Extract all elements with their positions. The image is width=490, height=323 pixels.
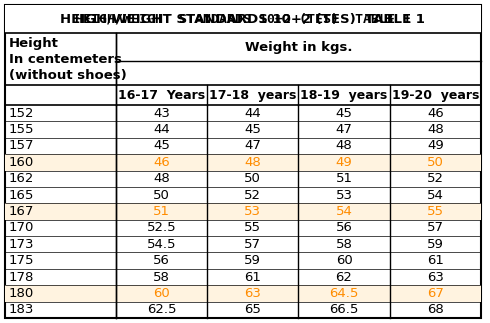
Text: 48: 48 bbox=[336, 140, 352, 152]
Bar bbox=[5, 154, 481, 171]
Text: 18-19  years: 18-19 years bbox=[300, 89, 388, 101]
Text: 49: 49 bbox=[427, 140, 443, 152]
Text: 178: 178 bbox=[9, 271, 34, 284]
Text: 51: 51 bbox=[336, 172, 352, 185]
Text: 170: 170 bbox=[9, 221, 34, 234]
Text: 165: 165 bbox=[9, 189, 34, 202]
Text: 61: 61 bbox=[245, 271, 261, 284]
Bar bbox=[5, 285, 481, 302]
Text: 59: 59 bbox=[427, 238, 444, 251]
Text: 152: 152 bbox=[9, 107, 34, 120]
Text: 46: 46 bbox=[427, 107, 443, 120]
Text: 56: 56 bbox=[153, 254, 170, 267]
Text: Height
In centemeters
(without shoes): Height In centemeters (without shoes) bbox=[9, 36, 127, 81]
Text: 56: 56 bbox=[336, 221, 352, 234]
Text: 183: 183 bbox=[9, 303, 34, 316]
Text: 45: 45 bbox=[153, 140, 170, 152]
Text: 55: 55 bbox=[427, 205, 444, 218]
Text: HEIGH/WEIGHT STANDARDS 10+2 (TES)  TABLE 1: HEIGH/WEIGHT STANDARDS 10+2 (TES) TABLE … bbox=[75, 13, 411, 26]
Text: 50: 50 bbox=[245, 172, 261, 185]
Text: 47: 47 bbox=[336, 123, 352, 136]
Text: 53: 53 bbox=[245, 205, 261, 218]
Text: 52.5: 52.5 bbox=[147, 221, 176, 234]
Text: 62.5: 62.5 bbox=[147, 303, 176, 316]
Text: 49: 49 bbox=[336, 156, 352, 169]
Text: 54.5: 54.5 bbox=[147, 238, 176, 251]
Text: 46: 46 bbox=[153, 156, 170, 169]
Text: 54: 54 bbox=[427, 189, 444, 202]
Text: 167: 167 bbox=[9, 205, 34, 218]
Text: 45: 45 bbox=[336, 107, 352, 120]
Text: 55: 55 bbox=[245, 221, 261, 234]
Text: 43: 43 bbox=[153, 107, 170, 120]
Text: 180: 180 bbox=[9, 287, 34, 300]
Text: 54: 54 bbox=[336, 205, 352, 218]
Text: 50: 50 bbox=[427, 156, 444, 169]
Text: 16-17  Years: 16-17 Years bbox=[118, 89, 205, 101]
Text: 157: 157 bbox=[9, 140, 34, 152]
Text: HEIGH/WEIGHT STANDARDS 10+2 (TES)  TABLE 1: HEIGH/WEIGHT STANDARDS 10+2 (TES) TABLE … bbox=[60, 13, 425, 26]
Text: 68: 68 bbox=[427, 303, 443, 316]
Text: 50: 50 bbox=[153, 189, 170, 202]
Bar bbox=[5, 203, 481, 220]
Text: 44: 44 bbox=[245, 107, 261, 120]
Text: 160: 160 bbox=[9, 156, 34, 169]
Text: 66.5: 66.5 bbox=[329, 303, 359, 316]
Text: 61: 61 bbox=[427, 254, 444, 267]
Text: 155: 155 bbox=[9, 123, 34, 136]
Text: 57: 57 bbox=[245, 238, 261, 251]
Text: 51: 51 bbox=[153, 205, 170, 218]
Text: 60: 60 bbox=[153, 287, 170, 300]
Text: 44: 44 bbox=[153, 123, 170, 136]
Text: 48: 48 bbox=[153, 172, 170, 185]
Text: 47: 47 bbox=[245, 140, 261, 152]
Text: 162: 162 bbox=[9, 172, 34, 185]
Text: 17-18  years: 17-18 years bbox=[209, 89, 296, 101]
Text: 175: 175 bbox=[9, 254, 34, 267]
Text: 19-20  years: 19-20 years bbox=[392, 89, 479, 101]
Text: 48: 48 bbox=[245, 156, 261, 169]
Text: 48: 48 bbox=[427, 123, 443, 136]
Text: 67: 67 bbox=[427, 287, 444, 300]
Text: 57: 57 bbox=[427, 221, 444, 234]
Bar bbox=[5, 5, 481, 33]
Text: 53: 53 bbox=[336, 189, 352, 202]
Text: 59: 59 bbox=[245, 254, 261, 267]
Text: 63: 63 bbox=[427, 271, 444, 284]
Text: 45: 45 bbox=[245, 123, 261, 136]
Text: 65: 65 bbox=[245, 303, 261, 316]
Text: 52: 52 bbox=[245, 189, 261, 202]
Text: 64.5: 64.5 bbox=[329, 287, 359, 300]
Text: 63: 63 bbox=[245, 287, 261, 300]
Text: 60: 60 bbox=[336, 254, 352, 267]
Text: 173: 173 bbox=[9, 238, 34, 251]
Text: 62: 62 bbox=[336, 271, 352, 284]
Text: 52: 52 bbox=[427, 172, 444, 185]
Text: Weight in kgs.: Weight in kgs. bbox=[245, 40, 352, 54]
Text: 58: 58 bbox=[153, 271, 170, 284]
Text: 58: 58 bbox=[336, 238, 352, 251]
